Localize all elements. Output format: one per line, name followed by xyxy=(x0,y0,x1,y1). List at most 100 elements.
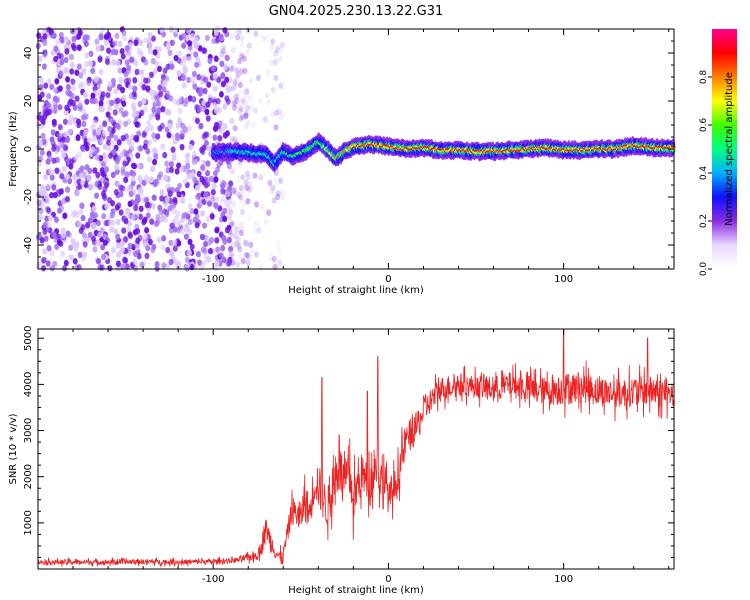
spectrogram-cell xyxy=(231,189,237,197)
spectrogram-cell xyxy=(98,68,104,76)
spectrogram-cell xyxy=(113,228,119,235)
spectrogram-cell xyxy=(138,51,144,58)
spectrogram-cell xyxy=(275,239,281,247)
spectrogram-cell xyxy=(235,261,241,269)
spectrogram-cell xyxy=(46,26,52,33)
spectrogram-cell xyxy=(234,240,240,247)
spectrogram-cell xyxy=(182,55,188,62)
spectrogram-cell xyxy=(232,136,238,143)
spectrogram-cell xyxy=(240,113,246,121)
spectrogram-cell xyxy=(150,57,156,65)
spectrogram-cell xyxy=(40,132,46,140)
spectrogram-cell xyxy=(231,187,237,194)
spectrogram-y-axis: -40 -20 0 20 40 xyxy=(23,28,674,270)
spectrogram-cell xyxy=(209,236,215,244)
spectrogram-cell xyxy=(100,170,106,177)
spectrogram-cell xyxy=(157,84,163,91)
spectrogram-cell xyxy=(111,59,117,66)
spectrogram-cell xyxy=(60,250,66,257)
spectrogram-cell xyxy=(159,189,165,196)
y-tick-label: 2000 xyxy=(23,464,34,489)
spectrogram-cell xyxy=(135,244,141,251)
spectrogram-cell xyxy=(273,124,279,131)
spectrogram-cell xyxy=(44,110,50,117)
spectrogram-cell xyxy=(150,246,156,254)
spectrogram-cell xyxy=(52,87,58,94)
spectrogram-cell xyxy=(57,104,63,111)
y-tick-label: -40 xyxy=(23,237,34,253)
spectrogram-cell xyxy=(84,52,90,59)
spectrogram-cell xyxy=(211,37,217,45)
spectrogram-cell xyxy=(90,213,96,221)
spectrogram-cell xyxy=(158,209,164,216)
spectrogram-cell xyxy=(224,226,230,234)
spectrogram-cell xyxy=(133,59,139,67)
spectrogram-cell xyxy=(106,105,112,112)
spectrogram-cell xyxy=(155,133,161,140)
spectrogram-cell xyxy=(64,104,70,111)
spectrogram-cell xyxy=(67,128,73,136)
spectrogram-cell xyxy=(153,153,159,160)
spectrogram-cell xyxy=(171,202,177,209)
spectrogram-cell xyxy=(147,42,153,49)
spectrogram-cell xyxy=(119,151,125,158)
spectrogram-cell xyxy=(74,69,80,76)
spectrogram-cell xyxy=(159,215,165,223)
spectrogram-cell xyxy=(246,181,252,189)
spectrogram-cell xyxy=(59,141,65,149)
spectrogram-cell xyxy=(59,173,65,180)
spectrogram-cell xyxy=(124,45,130,52)
spectrogram-cell xyxy=(49,83,55,91)
spectrogram-cell xyxy=(126,186,132,193)
spectrogram-cell xyxy=(78,173,84,180)
spectrogram-cell xyxy=(166,93,172,101)
spectrogram-cell xyxy=(114,158,120,165)
spectrogram-cell xyxy=(121,29,127,37)
spectrogram-cell xyxy=(45,260,51,267)
spectrogram-cell xyxy=(122,257,128,264)
spectrogram-cell xyxy=(63,259,69,267)
spectrogram-cell xyxy=(45,183,51,190)
spectrogram-cell xyxy=(179,165,185,173)
spectrogram-cell xyxy=(259,203,265,210)
spectrogram-cell xyxy=(107,219,113,227)
spectrogram-cell xyxy=(56,132,62,140)
spectrogram-cell xyxy=(65,83,71,91)
spectrogram-cell xyxy=(222,103,228,110)
spectrogram-cell xyxy=(253,251,259,258)
y-tick-label: 4000 xyxy=(23,372,34,397)
spectrogram-cell xyxy=(132,250,138,258)
spectrogram-cell xyxy=(38,213,44,221)
spectrogram-cell xyxy=(80,214,86,222)
spectrogram-ridge-layer xyxy=(211,132,676,173)
spectrogram-cell xyxy=(239,67,245,74)
spectrogram-cell xyxy=(144,252,150,260)
spectrogram-cell xyxy=(127,51,133,58)
spectrogram-cell xyxy=(186,249,192,257)
spectrogram-cell xyxy=(208,175,214,183)
spectrogram-cell xyxy=(159,122,165,130)
y-tick-label: -20 xyxy=(23,189,34,205)
spectrogram-cell xyxy=(49,249,55,257)
spectrogram-cell xyxy=(168,160,174,168)
spectrogram-cell xyxy=(78,208,84,216)
spectrogram-cell xyxy=(204,234,210,242)
spectrogram-cell xyxy=(155,112,161,119)
spectrogram-cell xyxy=(105,111,111,118)
spectrogram-cell xyxy=(154,60,160,68)
spectrogram-cell xyxy=(38,84,44,91)
spectrogram-cell xyxy=(180,227,186,235)
spectrogram-cell xyxy=(50,129,56,136)
spectrogram-cell xyxy=(120,53,126,60)
spectrogram-cell xyxy=(243,123,249,130)
spectrogram-cell xyxy=(210,65,216,72)
spectrogram-cell xyxy=(193,51,199,58)
colorbar-tick-label: 0.6 xyxy=(699,118,709,133)
spectrogram-cell xyxy=(246,42,252,49)
spectrogram-cell xyxy=(233,226,239,233)
spectrogram-cell xyxy=(70,78,76,85)
spectrogram-cell xyxy=(126,64,132,71)
spectrogram-cell xyxy=(138,39,144,46)
spectrogram-cell xyxy=(128,92,134,100)
spectrogram-cell xyxy=(104,203,110,210)
